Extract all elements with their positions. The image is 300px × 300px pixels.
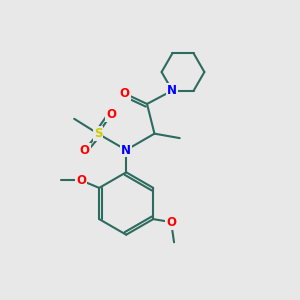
Text: S: S xyxy=(94,127,102,140)
Text: O: O xyxy=(76,174,86,187)
Text: O: O xyxy=(120,87,130,100)
Text: O: O xyxy=(166,216,176,229)
Text: O: O xyxy=(80,143,90,157)
Text: N: N xyxy=(121,143,131,157)
Text: O: O xyxy=(106,108,116,121)
Text: N: N xyxy=(167,84,177,97)
